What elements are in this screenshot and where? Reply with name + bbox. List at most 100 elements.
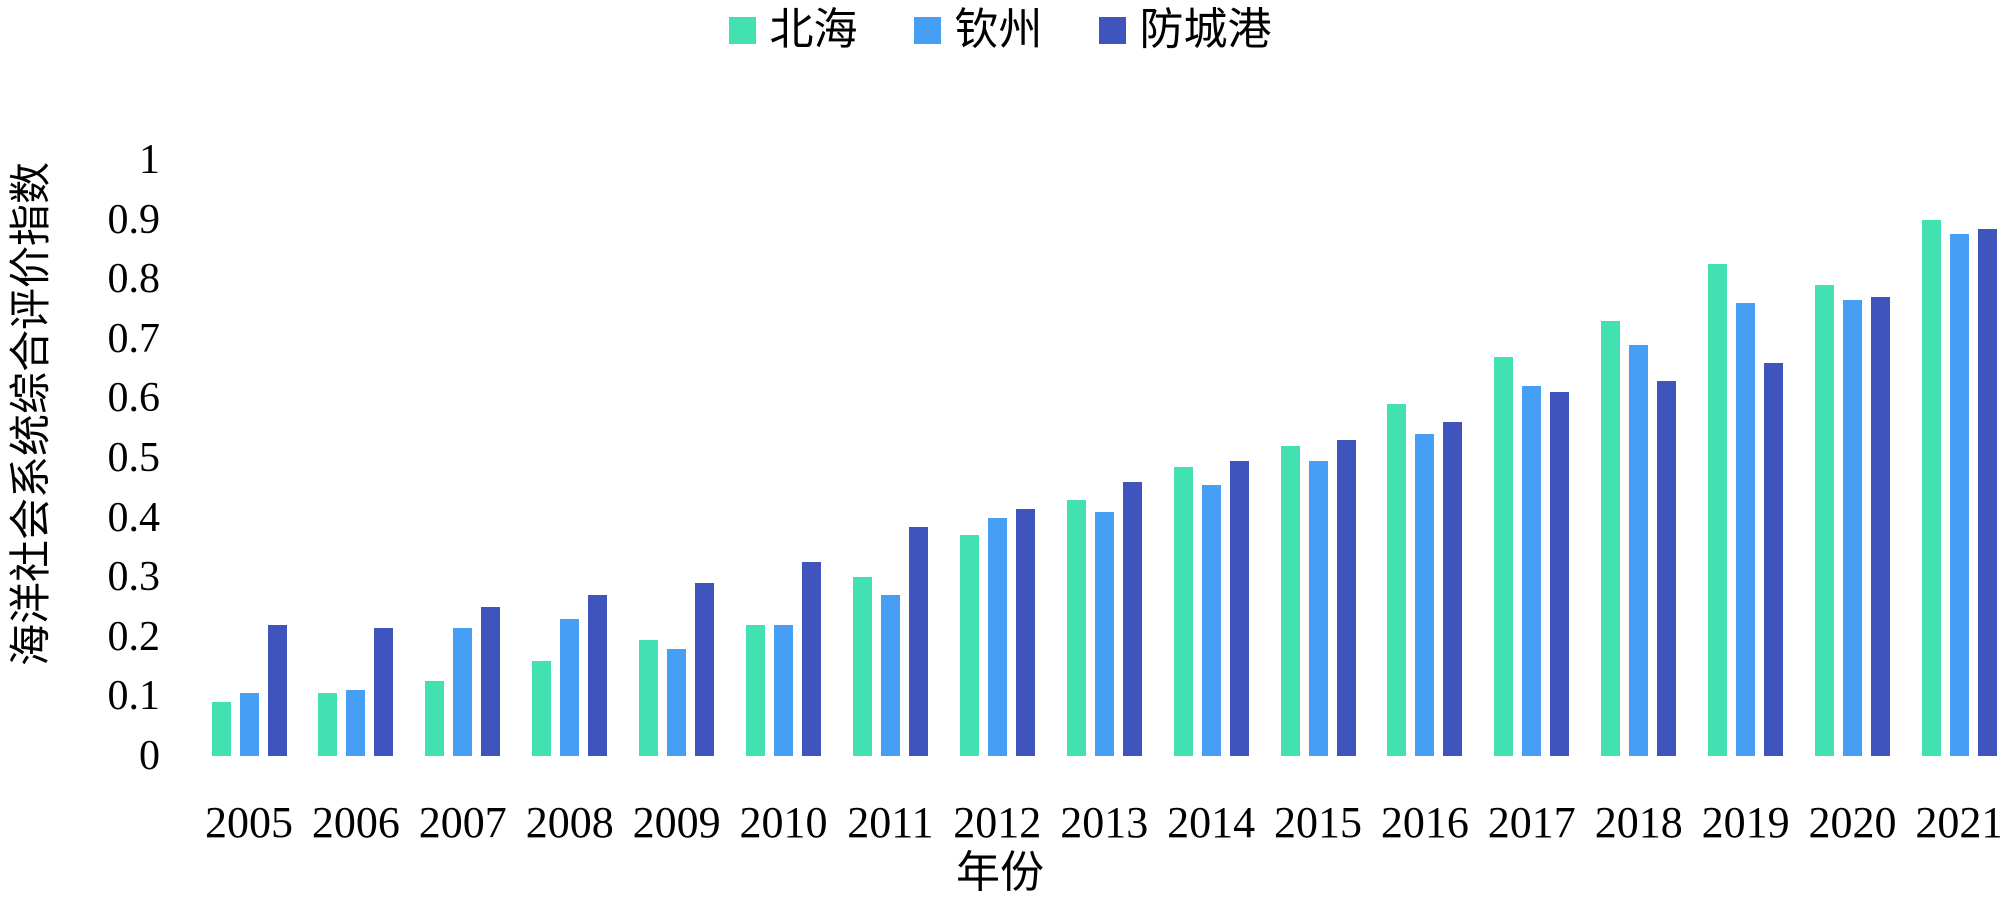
bar-group-2014 — [1173, 461, 1249, 756]
legend-label: 防城港 — [1139, 5, 1272, 54]
bar-group-2012 — [959, 509, 1035, 756]
y-axis-tick-label: 0 — [139, 733, 160, 779]
bar-北海-2018 — [1601, 321, 1621, 756]
bar-group-2015 — [1280, 440, 1356, 756]
bar-钦州-2012 — [987, 518, 1007, 756]
x-axis-tick-label: 2014 — [1167, 798, 1256, 847]
legend-item-钦州: 钦州 — [913, 5, 1043, 54]
bar-group-2013 — [1066, 482, 1142, 756]
bar-钦州-2007 — [453, 628, 473, 756]
legend-item-防城港: 防城港 — [1098, 5, 1272, 54]
bar-防城港-2010 — [802, 562, 821, 756]
bar-北海-2015 — [1280, 446, 1300, 756]
bar-group-2011 — [852, 527, 928, 756]
x-axis-tick-label: 2012 — [953, 798, 1042, 847]
bar-钦州-2020 — [1843, 300, 1862, 756]
x-axis-title: 年份 — [956, 848, 1044, 897]
y-axis-tick-label: 0.4 — [107, 494, 161, 541]
bar-钦州-2013 — [1094, 512, 1114, 756]
bar-北海-2019 — [1708, 264, 1728, 756]
bar-钦州-2010 — [774, 625, 793, 756]
x-axis-tick-label: 2019 — [1701, 798, 1790, 847]
x-axis-tick-label: 2005 — [205, 798, 293, 847]
bar-group-2016 — [1387, 404, 1463, 756]
y-axis-tick-label: 0.7 — [107, 315, 161, 362]
bar-北海-2014 — [1173, 467, 1193, 756]
legend-label: 北海 — [769, 5, 858, 54]
bar-防城港-2021 — [1977, 229, 1997, 756]
x-axis-tick-label: 2021 — [1915, 798, 2000, 847]
x-axis-tick-label: 2020 — [1808, 798, 1897, 847]
bar-group-2008 — [532, 595, 608, 756]
y-axis-tick-label: 0.9 — [107, 196, 161, 243]
y-axis-tick-label: 0.2 — [107, 613, 161, 660]
y-axis-tick-label: 0.8 — [107, 256, 161, 303]
bar-防城港-2016 — [1443, 422, 1463, 756]
bar-防城港-2014 — [1229, 461, 1249, 756]
x-axis-tick-label: 2009 — [632, 798, 721, 847]
bar-钦州-2021 — [1949, 234, 1969, 756]
bar-北海-2009 — [639, 640, 659, 756]
bar-防城港-2005 — [267, 625, 287, 756]
bar-钦州-2009 — [667, 649, 687, 756]
bar-防城港-2013 — [1122, 482, 1142, 756]
bar-防城港-2015 — [1336, 440, 1356, 756]
bar-group-2017 — [1494, 357, 1570, 756]
bar-北海-2010 — [746, 625, 765, 756]
x-axis-tick-label: 2007 — [418, 798, 507, 847]
x-axis-tick-label: 2017 — [1487, 798, 1576, 847]
bar-group-2020 — [1815, 285, 1890, 756]
bar-钦州-2014 — [1201, 485, 1221, 756]
x-axis-tick-label: 2006 — [311, 798, 400, 847]
y-axis-tick-label: 0.3 — [107, 554, 161, 601]
legend-swatch-icon — [1098, 16, 1126, 44]
bar-北海-2006 — [318, 693, 338, 756]
bar-北海-2008 — [532, 661, 552, 756]
bar-group-2010 — [746, 562, 821, 756]
bar-防城港-2006 — [374, 628, 394, 756]
x-axis-tick-label: 2016 — [1380, 798, 1469, 847]
bar-北海-2013 — [1066, 500, 1086, 756]
bar-钦州-2018 — [1629, 345, 1649, 756]
y-axis-tick-label: 0.5 — [107, 435, 161, 481]
bar-北海-2017 — [1494, 357, 1514, 756]
bar-防城港-2009 — [695, 583, 715, 756]
x-axis-tick-label: 2018 — [1594, 798, 1683, 847]
bar-防城港-2018 — [1657, 381, 1677, 756]
bar-钦州-2019 — [1736, 303, 1756, 756]
bar-北海-2005 — [211, 702, 231, 756]
bar-防城港-2019 — [1764, 363, 1784, 756]
bar-防城港-2020 — [1871, 297, 1890, 756]
bar-钦州-2015 — [1308, 461, 1328, 756]
bar-钦州-2005 — [239, 693, 259, 756]
bar-防城港-2017 — [1550, 392, 1570, 756]
bar-group-2021 — [1921, 220, 1997, 756]
bar-钦州-2016 — [1415, 434, 1435, 756]
legend-item-北海: 北海 — [728, 5, 858, 54]
x-axis-tick-label: 2013 — [1060, 798, 1149, 847]
bar-防城港-2008 — [588, 595, 608, 756]
legend-label: 钦州 — [954, 5, 1043, 54]
x-axis-tick-label: 2008 — [525, 798, 614, 847]
bar-钦州-2011 — [880, 595, 900, 756]
x-axis-tick-label: 2015 — [1274, 798, 1362, 847]
bar-北海-2016 — [1387, 404, 1407, 756]
bar-group-2018 — [1601, 321, 1677, 756]
bar-北海-2012 — [959, 535, 979, 756]
y-axis-tick-label: 1 — [139, 137, 160, 183]
y-axis-tick-label: 0.6 — [107, 375, 161, 422]
x-axis-tick-label: 2011 — [847, 798, 934, 847]
bar-防城港-2011 — [908, 527, 928, 756]
bar-group-2005 — [211, 625, 287, 756]
bar-group-2006 — [318, 628, 394, 756]
x-axis-tick-label: 2010 — [739, 798, 828, 847]
bar-钦州-2008 — [560, 619, 580, 756]
bar-钦州-2006 — [346, 690, 366, 756]
bar-group-2019 — [1708, 264, 1784, 756]
bar-北海-2020 — [1815, 285, 1834, 756]
legend-swatch-icon — [728, 16, 756, 44]
chart-legend: 北海 钦州 防城港 — [0, 2, 2000, 58]
bar-北海-2021 — [1921, 220, 1941, 756]
